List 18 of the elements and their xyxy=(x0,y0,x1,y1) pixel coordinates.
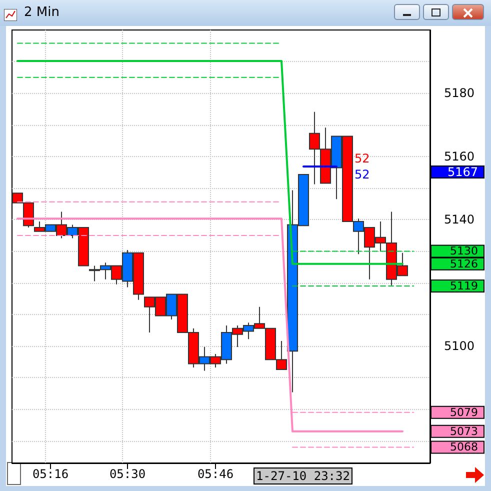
y-tick-label: 5160 xyxy=(444,149,475,164)
text: 5130 xyxy=(450,244,478,258)
x-tick-label: 05:30 xyxy=(109,467,146,481)
text: 5073 xyxy=(450,424,478,438)
text: 5167 xyxy=(447,165,478,180)
text: 5079 xyxy=(450,406,478,419)
annotation: 52 xyxy=(354,168,370,182)
text: 5126 xyxy=(450,257,478,270)
text: 1-27-10 23:32 xyxy=(256,469,350,483)
x-tick-label: 05:46 xyxy=(197,467,234,481)
x-tick-label: 05:16 xyxy=(32,467,69,481)
annotation: 52 xyxy=(354,152,370,166)
y-tick-label: 5140 xyxy=(444,212,475,227)
y-tick-label: 5180 xyxy=(444,86,475,100)
text: 5068 xyxy=(450,440,478,454)
text: 5119 xyxy=(450,280,478,293)
y-tick-label: 5100 xyxy=(444,339,475,354)
chart-title: 2 Min xyxy=(24,5,60,20)
